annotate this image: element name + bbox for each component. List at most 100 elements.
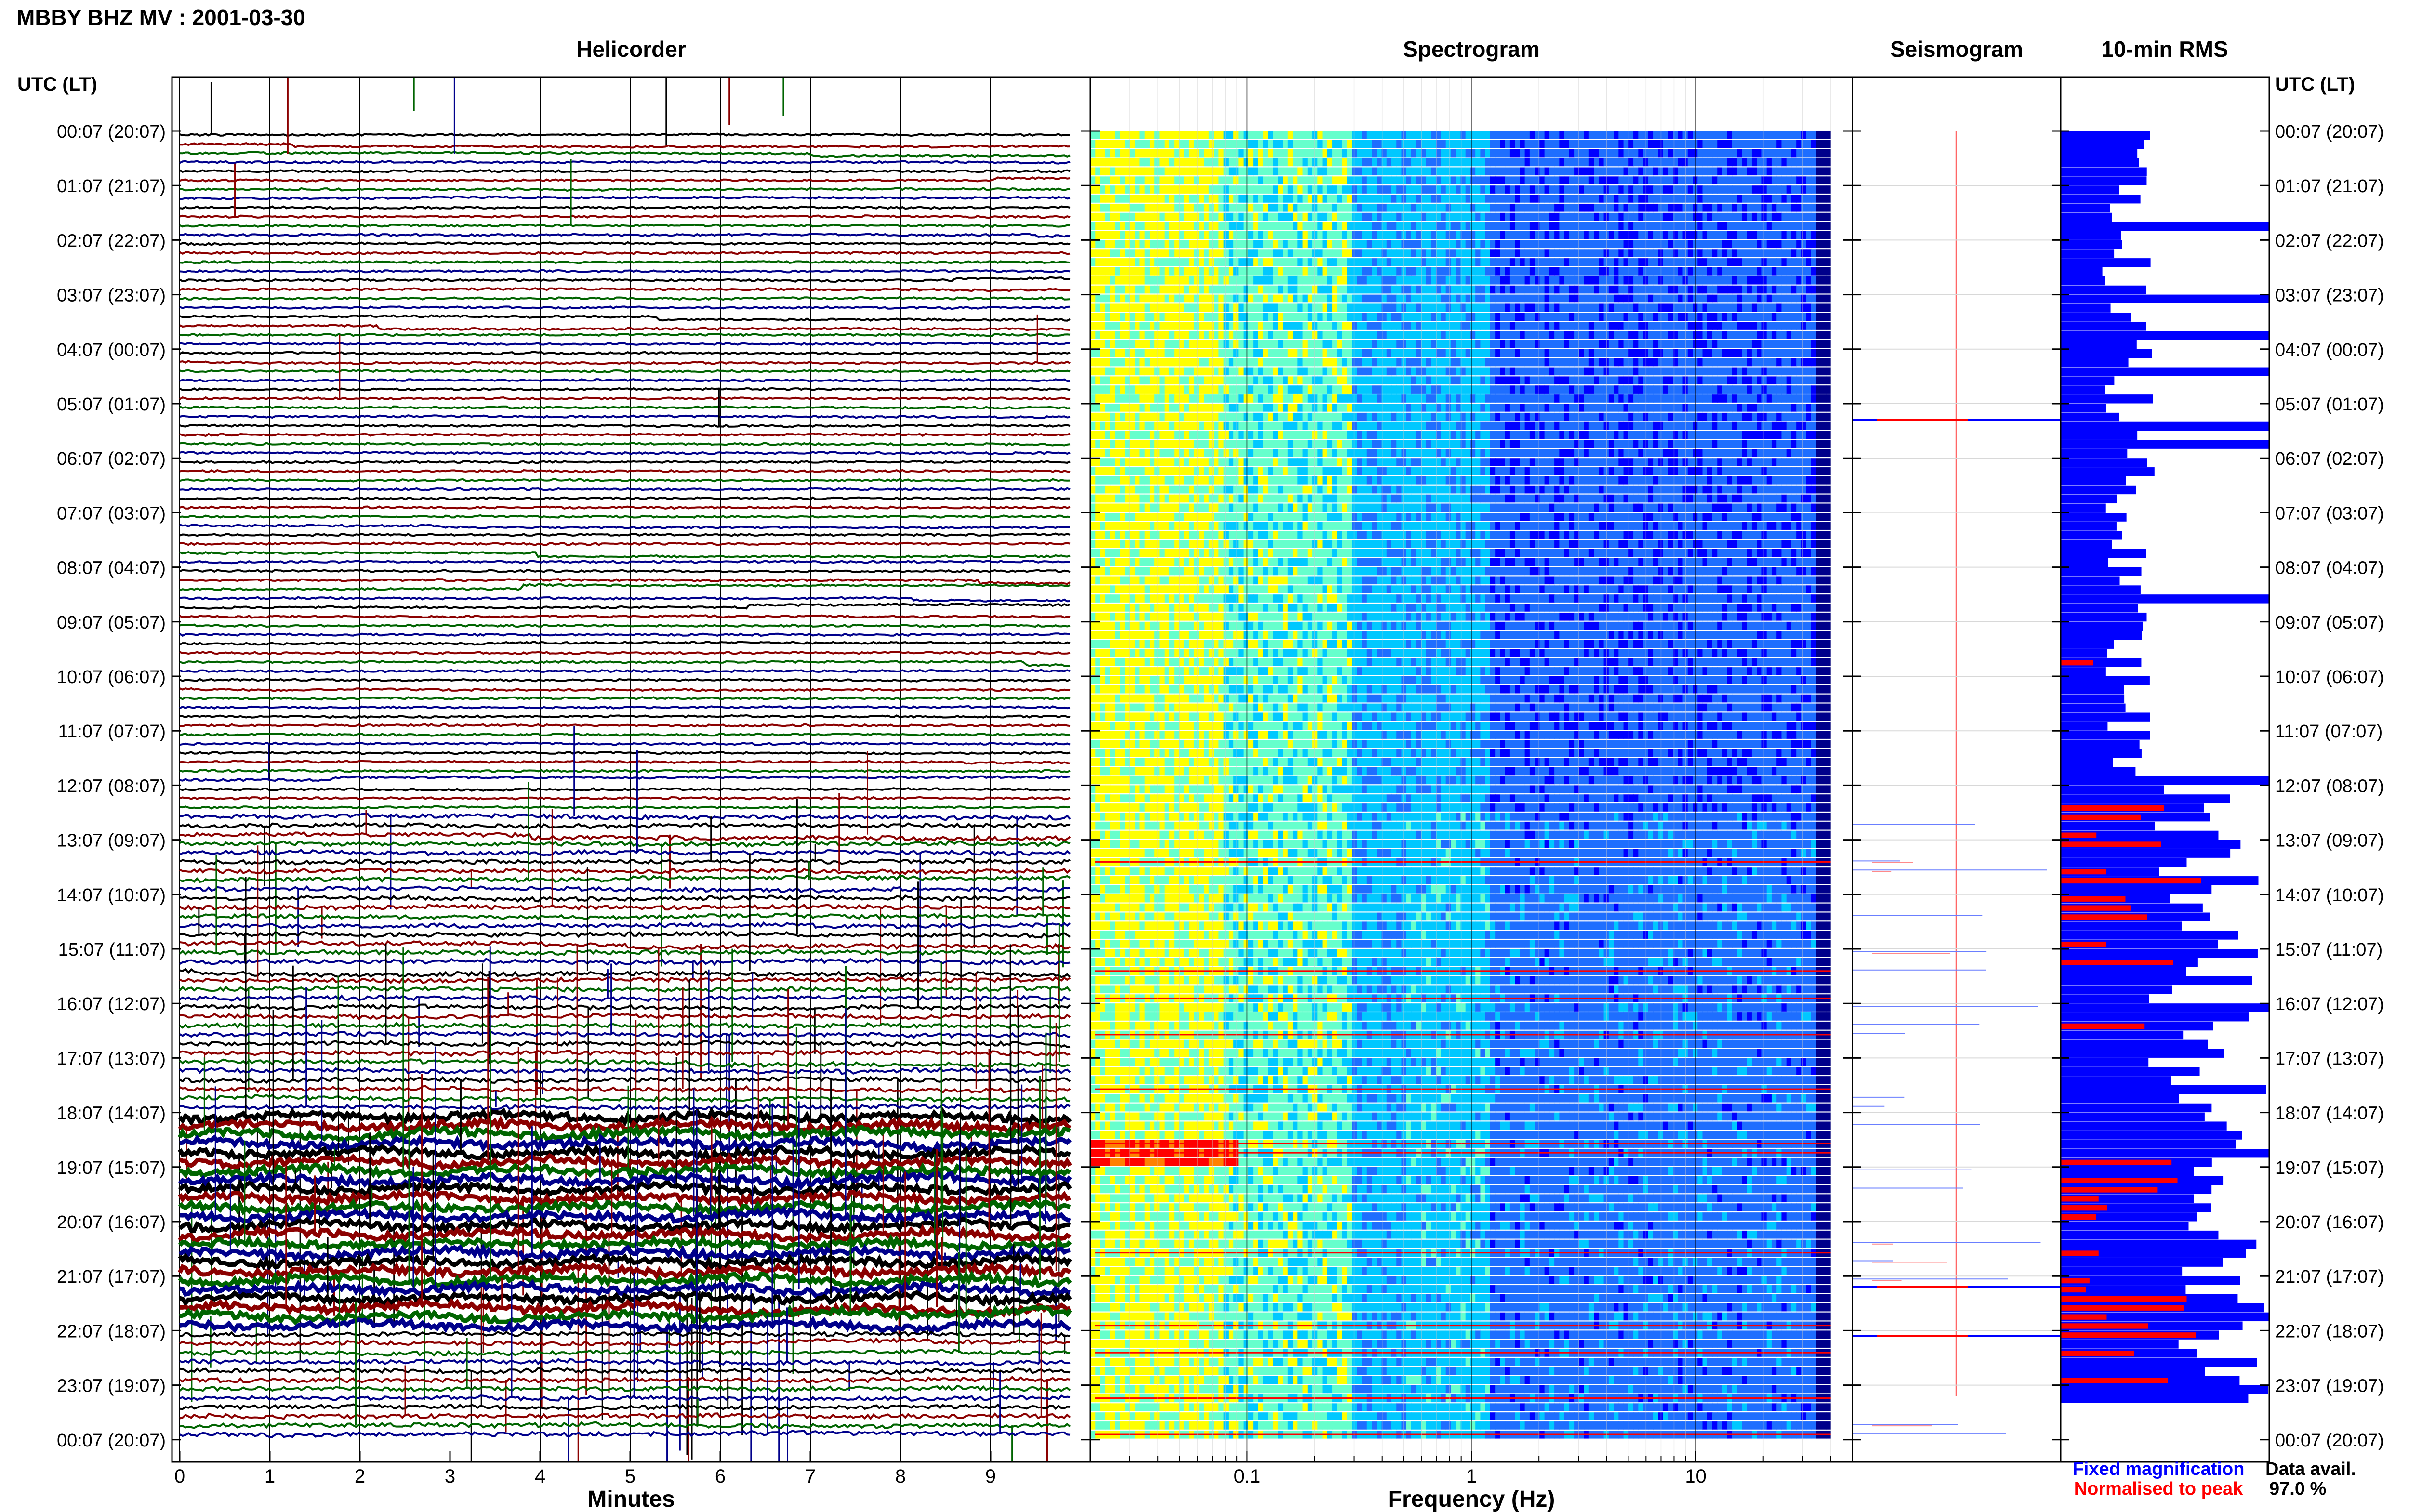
spectrogram-cell (1381, 385, 1387, 394)
spectrogram-cell (1643, 394, 1649, 403)
spectrogram-cell (1811, 222, 1816, 230)
spectrogram-cell (1283, 404, 1288, 412)
spectrogram-cell (1470, 231, 1476, 239)
spectrogram-cell (1643, 131, 1649, 139)
spectrogram-cell (1614, 267, 1619, 276)
spectrogram-cell (1110, 340, 1115, 348)
spectrogram-cell (1154, 240, 1160, 249)
spectrogram-cell (1115, 385, 1121, 394)
spectrogram-cell (1638, 367, 1644, 376)
spectrogram-cell (1456, 340, 1461, 348)
spectrogram-cell (1692, 394, 1698, 403)
spectrogram-cell (1559, 158, 1565, 167)
spectrogram-cell (1495, 231, 1501, 239)
spectrogram-cell (1154, 195, 1160, 203)
spectrogram-cell (1342, 140, 1348, 148)
spectrogram-cell (1505, 349, 1510, 357)
spectrogram-cell (1658, 131, 1664, 139)
spectrogram-cell (1781, 331, 1787, 339)
spectrogram-cell (1115, 322, 1121, 330)
spectrogram-cell (1233, 240, 1239, 249)
spectrogram-cell (1283, 421, 1288, 430)
spectrogram-cell (1441, 349, 1446, 357)
spectrogram-cell (1135, 349, 1140, 357)
spectrogram-cell (1707, 140, 1713, 148)
spectrogram-cell (1159, 258, 1165, 266)
spectrogram-cell (1520, 376, 1525, 385)
spectrogram-cell (1569, 322, 1575, 330)
spectrogram-cell (1100, 421, 1106, 430)
spectrogram-cell (1149, 322, 1155, 330)
spectrogram-cell (1120, 149, 1125, 158)
spectrogram-cell (1692, 158, 1698, 167)
spectrogram-cell (1816, 149, 1821, 158)
spectrogram-cell (1643, 367, 1649, 376)
spectrogram-cell (1302, 367, 1308, 376)
spectrogram-cell (1169, 421, 1175, 430)
spectrogram-cell (1436, 240, 1442, 249)
spectrogram-cell (1776, 303, 1782, 312)
spectrogram-cell (1386, 231, 1392, 239)
spectrogram-cell (1120, 331, 1125, 339)
spectrogram-cell (1159, 349, 1165, 357)
spectrogram-cell (1509, 231, 1515, 239)
spectrogram-cell (1485, 421, 1491, 430)
spectrogram-cell (1515, 376, 1520, 385)
spectrogram-cell (1633, 412, 1639, 421)
spectrogram-cell (1520, 185, 1525, 194)
spectrogram-cell (1796, 322, 1802, 330)
spectrogram-cell (1273, 267, 1278, 276)
spectrogram-cell (1569, 240, 1575, 249)
spectrogram-cell (1623, 222, 1629, 230)
spectrogram-cell (1268, 303, 1273, 312)
spectrogram-cell (1332, 140, 1337, 148)
spectrogram-cell (1470, 376, 1476, 385)
spectrogram-cell (1139, 349, 1145, 357)
spectrogram-cell (1317, 276, 1323, 285)
spectrogram-cell (1243, 267, 1249, 276)
spectrogram-cell (1372, 385, 1377, 394)
spectrogram-cell (1490, 258, 1496, 266)
spectrogram-cell (1204, 285, 1209, 294)
spectrogram-cell (1293, 267, 1298, 276)
spectrogram-cell (1105, 212, 1111, 221)
spectrogram-cell (1806, 376, 1812, 385)
spectrogram-cell (1401, 240, 1407, 249)
spectrogram-cell (1678, 358, 1683, 367)
spectrogram-cell (1278, 276, 1284, 285)
spectrogram-cell (1584, 149, 1589, 158)
spectrogram-cell (1302, 313, 1308, 321)
spectrogram-cell (1697, 331, 1703, 339)
spectrogram-cell (1737, 212, 1743, 221)
spectrogram-cell (1465, 331, 1471, 339)
spectrogram-cell (1105, 185, 1111, 194)
spectrogram-cell (1411, 276, 1416, 285)
spectrogram-cell (1751, 340, 1757, 348)
spectrogram-cell (1559, 195, 1565, 203)
spectrogram-cell (1396, 294, 1402, 303)
spectrogram-cell (1426, 394, 1431, 403)
spectrogram-cell (1732, 340, 1737, 348)
spectrogram-cell (1618, 349, 1624, 357)
spectrogram-cell (1253, 249, 1258, 257)
spectrogram-cell (1456, 285, 1461, 294)
spectrogram-cell (1342, 322, 1348, 330)
spectrogram-cell (1199, 176, 1204, 184)
spectrogram-cell (1505, 203, 1510, 212)
spectrogram-cell (1475, 131, 1481, 139)
spectrogram-cell (1430, 421, 1436, 430)
spectrogram-cell (1159, 203, 1165, 212)
spectrogram-cell (1747, 195, 1752, 203)
spectrogram-cell (1362, 240, 1367, 249)
spectrogram-cell (1465, 276, 1471, 285)
spectrogram-cell (1139, 331, 1145, 339)
spectrogram-cell (1742, 267, 1747, 276)
spectrogram-cell (1579, 185, 1585, 194)
spectrogram-cell (1179, 149, 1185, 158)
spectrogram-cell (1697, 176, 1703, 184)
spectrogram-cell (1450, 212, 1456, 221)
spectrogram-cell (1707, 158, 1713, 167)
spectrogram-cell (1100, 303, 1106, 312)
spectrogram-cell (1135, 431, 1140, 439)
spectrogram-cell (1618, 167, 1624, 176)
